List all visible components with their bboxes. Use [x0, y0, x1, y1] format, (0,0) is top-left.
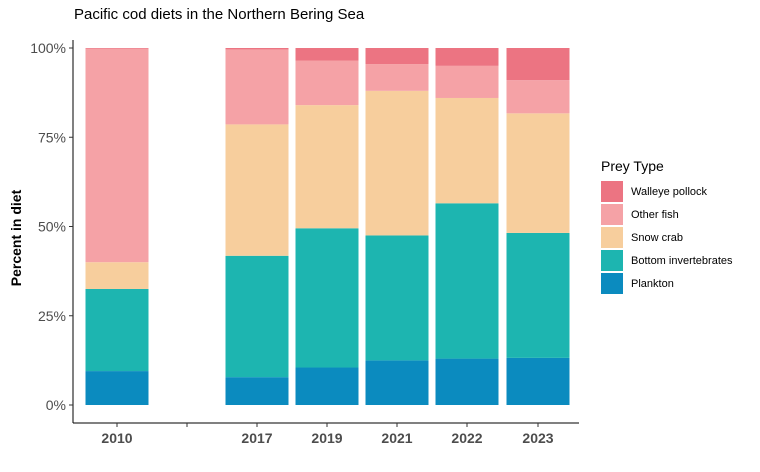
legend-swatch [601, 250, 623, 271]
bar-2021-bottom-invertebrates [365, 235, 429, 361]
bar-2021-plankton [365, 360, 429, 405]
bar-2021-snow-crab [365, 90, 429, 236]
legend-item: Snow crab [601, 226, 733, 249]
x-tick-label: 2010 [101, 430, 132, 446]
y-tick-label: 25% [38, 308, 66, 324]
bar-2023-other-fish [506, 80, 570, 114]
legend-items: Walleye pollock Other fish Snow crab Bottom… [601, 180, 733, 295]
bar-2022-bottom-invertebrates [435, 203, 499, 359]
bar-2017-snow-crab [225, 124, 289, 256]
bar-2022-snow-crab [435, 97, 499, 204]
x-tick-label: 2022 [451, 430, 482, 446]
bar-2017-walleye-pollock [225, 48, 289, 50]
legend-swatch [601, 273, 623, 294]
legend: Prey Type Walleye pollock Other fish Snow … [601, 158, 733, 295]
chart-title: Pacific cod diets in the Northern Bering… [74, 6, 365, 23]
x-tick-label: 2023 [522, 430, 553, 446]
bar-2019-walleye-pollock [295, 48, 359, 61]
legend-item: Walleye pollock [601, 180, 733, 203]
bar-2019-other-fish [295, 60, 359, 106]
bar-2023-walleye-pollock [506, 48, 570, 81]
legend-title: Prey Type [601, 158, 664, 174]
y-tick-label: 0% [46, 397, 66, 413]
bar-2010-snow-crab [85, 262, 149, 289]
legend-swatch [601, 181, 623, 202]
bar-2017-plankton [225, 377, 289, 405]
axes-layer: 0% 25% 50% 75% 100% 2010 2017 2019 2021 2022 2023 [30, 40, 579, 446]
bar-2017-bottom-invertebrates [225, 255, 289, 378]
x-tick-label: 2017 [241, 430, 272, 446]
y-tick-label: 50% [38, 219, 66, 235]
legend-swatch [601, 227, 623, 248]
x-tick-label: 2021 [381, 430, 412, 446]
legend-item: Plankton [601, 272, 733, 295]
bar-2010-other-fish [85, 48, 149, 263]
bar-2019-bottom-invertebrates [295, 228, 359, 368]
bar-2010-bottom-invertebrates [85, 288, 149, 372]
bar-2022-walleye-pollock [435, 48, 499, 66]
bar-2023-plankton [506, 357, 570, 405]
bar-2022-plankton [435, 358, 499, 405]
bar-2019-plankton [295, 367, 359, 405]
legend-item: Bottom invertebrates [601, 249, 733, 272]
legend-label: Other fish [631, 208, 679, 221]
legend-swatch [601, 204, 623, 225]
y-tick-label: 100% [30, 40, 66, 56]
legend-label: Walleye pollock [631, 185, 708, 198]
bar-2023-bottom-invertebrates [506, 232, 570, 358]
legend-item: Other fish [601, 203, 733, 226]
bars-layer [85, 48, 570, 405]
legend-label: Snow crab [631, 231, 683, 244]
bar-2010-walleye-pollock [85, 48, 149, 49]
legend-label: Bottom invertebrates [631, 254, 733, 267]
y-axis-label: Percent in diet [8, 189, 24, 287]
x-tick-label: 2019 [311, 430, 342, 446]
bar-2010-plankton [85, 371, 149, 405]
legend-label: Plankton [631, 277, 674, 290]
y-tick-label: 75% [38, 129, 66, 145]
bar-2021-walleye-pollock [365, 48, 429, 65]
bar-2017-other-fish [225, 49, 289, 125]
bar-2022-other-fish [435, 65, 499, 98]
bar-2021-other-fish [365, 64, 429, 91]
bar-2019-snow-crab [295, 105, 359, 229]
bar-2023-snow-crab [506, 113, 570, 233]
